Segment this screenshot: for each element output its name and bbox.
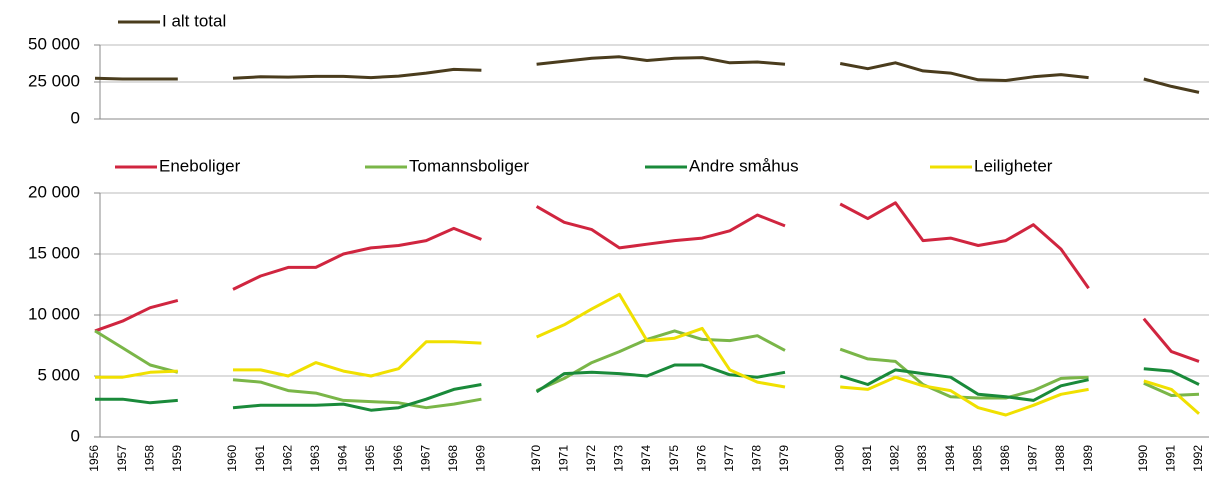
x-tick-label: 1984 <box>943 445 957 472</box>
series-line <box>94 55 1200 94</box>
x-tick-label: 1980 <box>832 445 846 472</box>
x-tick-label: 1990 <box>1136 445 1150 472</box>
x-tick-label: 1982 <box>888 445 902 472</box>
x-tick-label: 1962 <box>280 445 294 472</box>
x-tick-label: 1960 <box>225 445 239 472</box>
y-tick-label: 50 000 <box>28 34 80 53</box>
x-tick-label: 1973 <box>612 445 626 472</box>
x-tick-label: 1985 <box>970 445 984 472</box>
x-tick-label: 1976 <box>694 445 708 472</box>
x-tick-label: 1978 <box>750 445 764 472</box>
y-tick-label: 0 <box>71 108 80 127</box>
x-tick-label: 1975 <box>667 445 681 472</box>
x-tick-label: 1991 <box>1164 445 1178 472</box>
x-tick-label: 1967 <box>418 445 432 472</box>
series-line <box>94 329 1200 410</box>
y-tick-label: 10 000 <box>28 304 80 323</box>
legend-label: I alt total <box>162 11 226 30</box>
x-tick-label: 1970 <box>529 445 543 472</box>
x-tick-label: 1971 <box>556 445 570 472</box>
x-tick-label: 1956 <box>87 445 101 472</box>
y-tick-label: 20 000 <box>28 182 80 201</box>
y-tick-label: 25 000 <box>28 71 80 90</box>
series-line <box>95 292 1200 417</box>
x-tick-label: 1972 <box>584 445 598 472</box>
x-tick-label: 1979 <box>777 445 791 472</box>
x-tick-label: 1989 <box>1081 445 1095 472</box>
x-tick-label: 1965 <box>363 445 377 472</box>
x-tick-label: 1968 <box>446 445 460 472</box>
x-tick-label: 1958 <box>142 445 156 472</box>
x-tick-label: 1981 <box>860 445 874 472</box>
legend-label: Eneboliger <box>159 156 241 175</box>
x-tick-label: 1974 <box>639 445 653 472</box>
x-tick-label: 1959 <box>170 445 184 472</box>
y-tick-label: 5 000 <box>37 365 80 384</box>
x-tick-label: 1988 <box>1053 445 1067 472</box>
legend-label: Andre småhus <box>689 156 799 175</box>
x-tick-label: 1983 <box>915 445 929 472</box>
x-tick-label: 1992 <box>1191 445 1205 472</box>
y-tick-label: 0 <box>71 426 80 445</box>
legend-label: Tomannsboliger <box>409 156 529 175</box>
x-tick-label: 1963 <box>308 445 322 472</box>
x-tick-label: 1987 <box>1026 445 1040 472</box>
legend-label: Leiligheter <box>974 156 1053 175</box>
series-line <box>95 363 1200 412</box>
x-tick-label: 1966 <box>391 445 405 472</box>
x-tick-label: 1957 <box>115 445 129 472</box>
x-tick-label: 1969 <box>474 445 488 472</box>
x-tick-label: 1977 <box>722 445 736 472</box>
y-tick-label: 15 000 <box>28 243 80 262</box>
x-tick-label: 1961 <box>253 445 267 472</box>
x-tick-label: 1986 <box>998 445 1012 472</box>
series-line <box>94 201 1200 363</box>
x-tick-label: 1964 <box>336 445 350 472</box>
